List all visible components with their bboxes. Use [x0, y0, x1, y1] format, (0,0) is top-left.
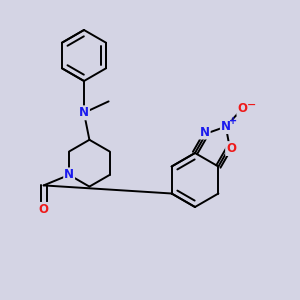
- Text: N: N: [79, 106, 89, 119]
- Text: N: N: [221, 120, 231, 133]
- Text: +: +: [229, 116, 237, 126]
- Text: O: O: [39, 203, 49, 216]
- Text: N: N: [200, 126, 210, 139]
- Text: N: N: [64, 168, 74, 182]
- Text: −: −: [247, 100, 256, 110]
- Text: O: O: [226, 142, 236, 155]
- Text: O: O: [237, 102, 247, 115]
